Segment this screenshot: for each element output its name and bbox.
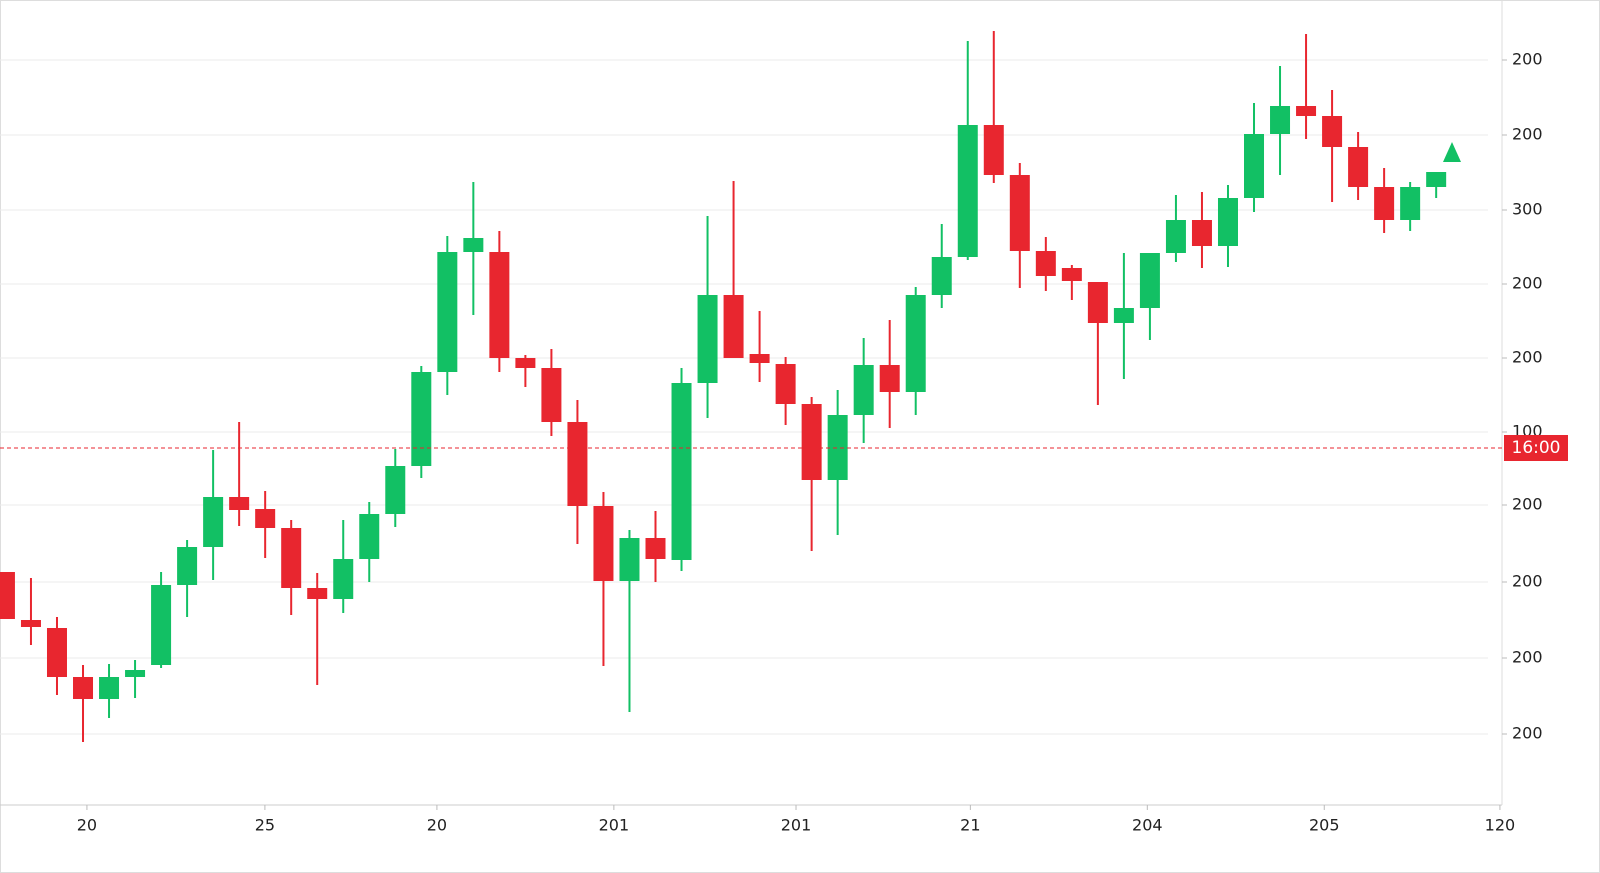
candle-body bbox=[1191, 220, 1212, 246]
candles bbox=[0, 31, 1447, 742]
candle-body bbox=[46, 628, 67, 677]
candle-body bbox=[697, 295, 718, 383]
candle-body bbox=[1322, 116, 1343, 147]
candle-body bbox=[281, 528, 302, 588]
candle-body bbox=[879, 365, 900, 392]
y-tick-label: 200 bbox=[1512, 648, 1543, 667]
candle-body bbox=[1374, 187, 1395, 220]
y-tick-label: 200 bbox=[1512, 495, 1543, 514]
candle-body bbox=[1035, 251, 1056, 276]
candle-body bbox=[385, 466, 406, 514]
candle-body bbox=[1400, 187, 1421, 220]
price-label-bg bbox=[1504, 435, 1568, 461]
candle-body bbox=[723, 295, 744, 358]
candle-body bbox=[931, 257, 952, 295]
candle-body bbox=[307, 588, 328, 599]
candle-body bbox=[151, 585, 172, 665]
candle-body bbox=[333, 559, 354, 599]
x-tick-label: 204 bbox=[1132, 816, 1163, 835]
candle-body bbox=[0, 572, 15, 619]
candle-body bbox=[1061, 268, 1082, 281]
candle-body bbox=[1296, 106, 1317, 116]
x-tick-label: 201 bbox=[781, 816, 812, 835]
candle-body bbox=[411, 372, 432, 466]
candle-body bbox=[99, 677, 120, 699]
candle-body bbox=[177, 547, 198, 585]
candle-body bbox=[827, 415, 848, 480]
x-tick-label: 205 bbox=[1309, 816, 1340, 835]
y-tick-label: 200 bbox=[1512, 274, 1543, 293]
candle-body bbox=[749, 354, 770, 363]
y-tick-label: 300 bbox=[1512, 200, 1543, 219]
candle-body bbox=[1009, 175, 1030, 251]
candle-body bbox=[541, 368, 562, 422]
candle-body bbox=[463, 238, 484, 252]
x-tick-label: 20 bbox=[427, 816, 447, 835]
x-tick-label: 120 bbox=[1485, 816, 1516, 835]
candle-body bbox=[619, 538, 640, 581]
candle-body bbox=[671, 383, 692, 560]
candle-body bbox=[801, 404, 822, 480]
y-tick-label: 200 bbox=[1512, 572, 1543, 591]
x-tick-label: 20 bbox=[77, 816, 97, 835]
x-tick-label: 21 bbox=[960, 816, 980, 835]
price-label: 16:00 bbox=[1512, 438, 1561, 458]
y-tick-label: 200 bbox=[1512, 50, 1543, 69]
candle-body bbox=[593, 506, 614, 581]
candle-body bbox=[203, 497, 224, 547]
candle-body bbox=[1244, 134, 1265, 198]
candle-body bbox=[1165, 220, 1186, 253]
y-tick-label: 200 bbox=[1512, 125, 1543, 144]
candle-body bbox=[489, 252, 510, 358]
candle-body bbox=[567, 422, 588, 506]
candle-body bbox=[1426, 172, 1447, 187]
candle-body bbox=[1348, 147, 1369, 187]
candle-body bbox=[1139, 253, 1160, 308]
candle-body bbox=[359, 514, 380, 559]
candle-body bbox=[229, 497, 250, 510]
candle-body bbox=[515, 358, 536, 368]
candle-body bbox=[983, 125, 1004, 175]
candle-body bbox=[73, 677, 94, 699]
candle-body bbox=[1087, 282, 1108, 323]
candle-body bbox=[645, 538, 666, 559]
x-tick-label: 201 bbox=[599, 816, 630, 835]
candle-body bbox=[1113, 308, 1134, 323]
candle-body bbox=[957, 125, 978, 257]
y-tick-label: 200 bbox=[1512, 348, 1543, 367]
candle-body bbox=[437, 252, 458, 372]
candle-body bbox=[255, 509, 276, 528]
candle-body bbox=[905, 295, 926, 392]
candle-body bbox=[125, 670, 146, 677]
x-tick-label: 25 bbox=[255, 816, 275, 835]
y-tick-label: 200 bbox=[1512, 724, 1543, 743]
candle-body bbox=[775, 364, 796, 404]
candle-body bbox=[1217, 198, 1238, 246]
candle-body bbox=[1270, 106, 1291, 134]
candle-body bbox=[20, 620, 41, 627]
up-arrow-marker bbox=[1443, 142, 1461, 162]
candle-body bbox=[853, 365, 874, 415]
